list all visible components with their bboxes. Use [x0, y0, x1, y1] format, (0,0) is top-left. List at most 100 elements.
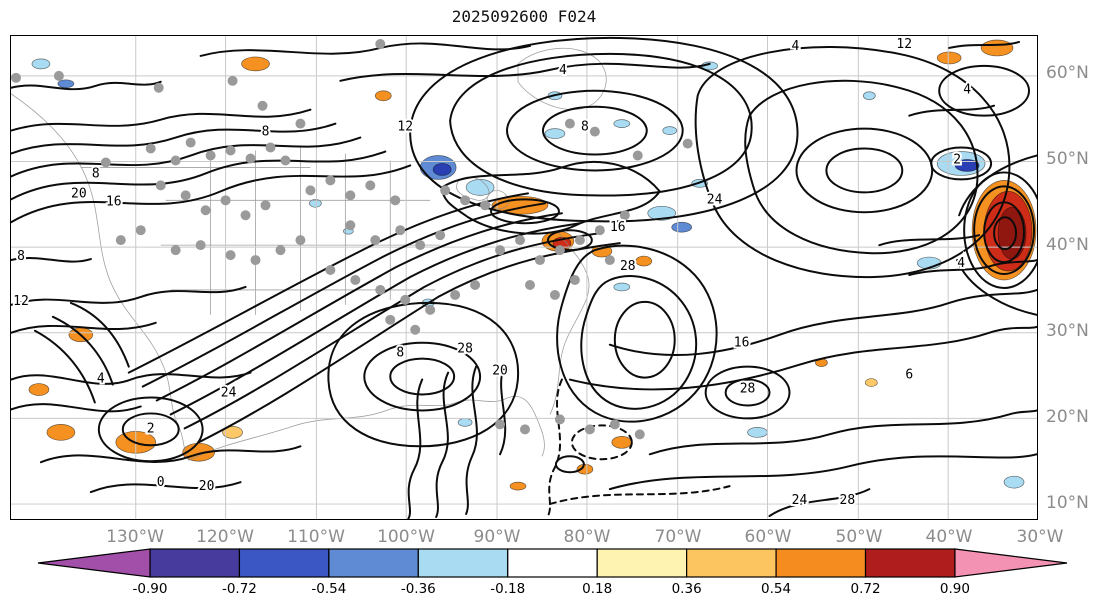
- contour-line: [744, 79, 979, 255]
- shaded-region: [31, 58, 51, 70]
- contour-line: [183, 232, 601, 430]
- x-tick-label: 80°W: [563, 527, 611, 547]
- shaded-region: [309, 198, 322, 208]
- station-dot: [524, 279, 535, 290]
- station-dot-layer: [11, 38, 693, 440]
- contour-line: [499, 363, 507, 456]
- station-dot: [450, 289, 461, 300]
- station-dot: [435, 230, 446, 241]
- station-dot: [440, 185, 451, 196]
- contour-line: [878, 234, 981, 247]
- contour-line: [11, 150, 387, 201]
- contour-value-label: 28: [620, 259, 636, 274]
- contour-line: [199, 42, 531, 57]
- contour-line: [930, 146, 993, 181]
- shaded-region: [647, 205, 677, 221]
- x-tick-label: 120°W: [196, 527, 254, 547]
- contour-line: [938, 64, 1031, 117]
- station-dot: [200, 205, 211, 216]
- station-dot: [170, 245, 181, 256]
- shaded-region: [671, 221, 693, 233]
- border-line: [549, 230, 590, 415]
- contour-value-label: 8: [17, 249, 25, 264]
- contour-value-label: 28: [457, 342, 473, 357]
- graticule-layer: [11, 36, 1037, 519]
- station-dot: [250, 255, 261, 266]
- contour-value-label: 4: [559, 63, 567, 78]
- station-dot: [280, 155, 291, 166]
- station-dot: [180, 190, 191, 201]
- shaded-region: [241, 56, 270, 72]
- station-dot: [153, 82, 164, 93]
- station-dot: [225, 250, 236, 261]
- station-dot: [410, 324, 421, 335]
- contour-value-label: 20: [492, 364, 508, 379]
- station-dot: [195, 240, 206, 251]
- station-dot: [145, 143, 156, 154]
- colorbar-segment: [686, 548, 777, 578]
- shaded-region: [46, 424, 76, 441]
- station-dot: [11, 72, 21, 83]
- station-dot: [53, 70, 64, 81]
- station-dot: [115, 235, 126, 246]
- station-dot: [495, 245, 506, 256]
- contour-line: [570, 424, 633, 461]
- station-dot: [260, 200, 271, 211]
- colorbar-tick-label: 0.18: [582, 581, 613, 597]
- contour-value-label: 12: [896, 37, 912, 52]
- contour-line: [441, 160, 661, 235]
- contour-value-label: 16: [734, 336, 750, 351]
- contour-value-label: 20: [199, 479, 215, 494]
- contour-line: [556, 244, 718, 423]
- shaded-region: [374, 90, 392, 102]
- contour-line: [121, 412, 180, 447]
- contour-line: [11, 257, 92, 263]
- station-dot: [520, 424, 530, 435]
- station-dot: [415, 240, 426, 251]
- contour-line: [155, 212, 563, 402]
- contour-value-label: 24: [707, 192, 723, 207]
- x-tick-label: 100°W: [377, 527, 435, 547]
- contour-line: [89, 481, 242, 494]
- station-dot: [604, 255, 615, 266]
- contour-value-label: 0: [157, 475, 165, 490]
- y-tick-label: 50°N: [1046, 149, 1089, 169]
- contour-line: [724, 378, 771, 407]
- contour-line: [768, 488, 871, 518]
- station-dot: [460, 195, 471, 206]
- shaded-region: [222, 426, 243, 439]
- contour-value-label: 12: [397, 120, 413, 135]
- shaded-region: [1003, 475, 1025, 489]
- shaded-region: [936, 51, 962, 65]
- contour-line: [51, 315, 114, 386]
- contour-line: [11, 321, 157, 334]
- contour-line: [490, 198, 560, 225]
- contour-line: [141, 202, 546, 388]
- station-dot: [325, 175, 336, 186]
- y-tick-label: 20°N: [1046, 407, 1089, 427]
- x-tick-label: 40°W: [925, 527, 973, 547]
- shaded-region: [635, 255, 653, 267]
- station-dot: [609, 419, 620, 430]
- contour-value-label: 24: [792, 493, 808, 508]
- shaded-region: [613, 119, 631, 128]
- shaded-region: [862, 91, 876, 101]
- station-dot: [425, 304, 436, 315]
- contour-line: [389, 357, 456, 396]
- contour-line: [11, 164, 412, 224]
- shaded-region: [611, 435, 633, 449]
- shaded-region: [662, 126, 678, 135]
- station-dot: [480, 200, 491, 211]
- shaded-region: [613, 282, 631, 292]
- y-tick-label: 30°N: [1046, 321, 1089, 341]
- contour-line: [948, 40, 1021, 49]
- station-dot: [564, 118, 575, 129]
- x-tick-label: 130°W: [106, 527, 164, 547]
- station-dot: [325, 265, 336, 276]
- contour-line: [11, 403, 142, 413]
- contour-line: [465, 365, 478, 516]
- colorbar-segment: [417, 548, 509, 578]
- station-dot: [632, 150, 643, 161]
